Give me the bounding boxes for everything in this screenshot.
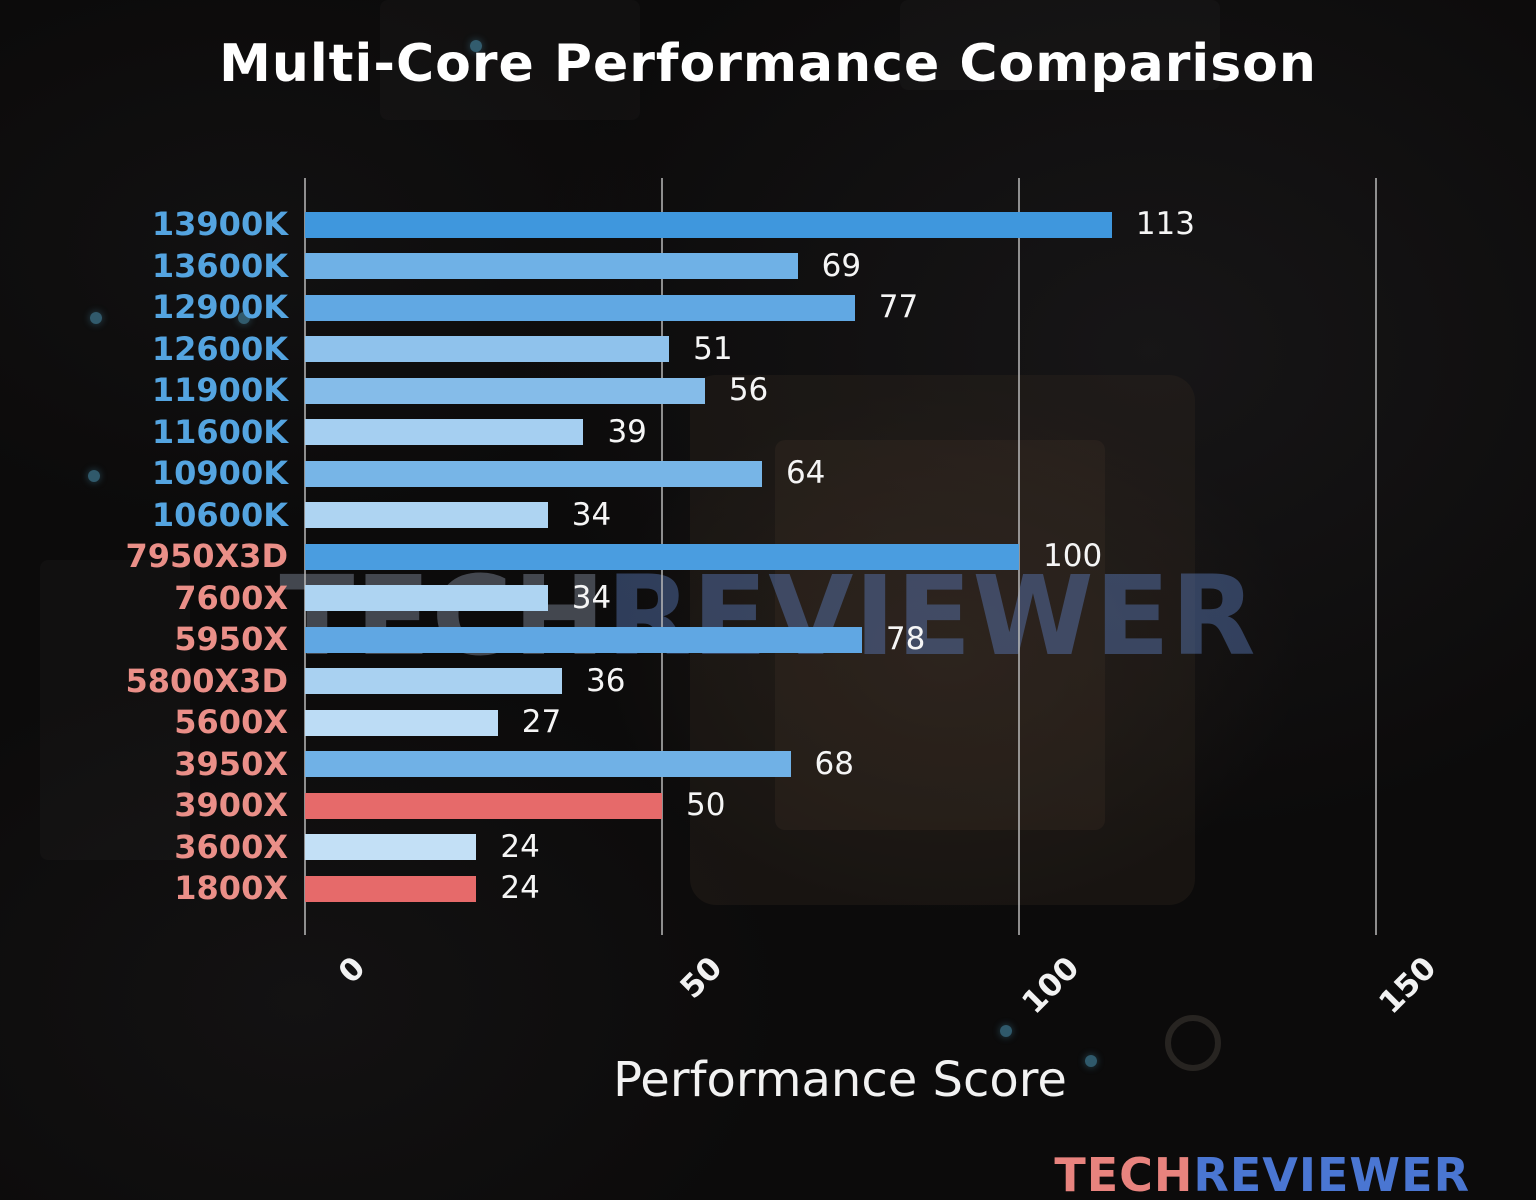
bar-row: 5950X 78	[0, 619, 1536, 661]
watermark-reviewer: REVIEWER	[606, 552, 1257, 680]
watermark: TECHREVIEWER	[279, 552, 1256, 680]
category-label: 11900K	[151, 371, 288, 409]
led-dot	[90, 312, 102, 324]
category-label: 3600X	[174, 827, 288, 866]
category-label: 12600K	[151, 329, 288, 368]
value-label: 27	[521, 704, 562, 740]
category-label: 11600K	[151, 412, 288, 451]
category-label: 13600K	[151, 246, 288, 285]
value-label: 113	[1135, 206, 1195, 242]
bar	[305, 668, 563, 694]
screw-shape	[1165, 1015, 1221, 1071]
bar-row: 3950X 68	[0, 744, 1536, 786]
value-label: 100	[1043, 538, 1103, 574]
bar	[305, 419, 584, 445]
bar-row: 12600K 51	[0, 329, 1536, 371]
brand-logo-tech: TECH	[1054, 1148, 1194, 1200]
x-axis-label: Performance Score	[613, 1052, 1067, 1108]
led-dot	[1085, 1055, 1097, 1067]
bar	[305, 875, 477, 902]
bar-row: 12900K 77	[0, 287, 1536, 329]
bar-row: 13900K 113	[0, 204, 1536, 246]
bar-row: 11600K 39	[0, 412, 1536, 454]
bar	[305, 377, 705, 404]
bar-row: 11900K 56	[0, 370, 1536, 412]
brand-logo-reviewer: REVIEWER	[1193, 1148, 1470, 1200]
led-dot	[1000, 1025, 1012, 1037]
bar	[305, 502, 548, 528]
bar	[305, 253, 798, 279]
bar	[305, 792, 662, 819]
category-label: 10900K	[151, 454, 288, 492]
gridline	[1018, 178, 1020, 935]
category-label: 5950X	[174, 620, 288, 658]
bar-row: 10900K 64	[0, 453, 1536, 495]
value-label: 69	[821, 247, 862, 284]
category-label: 13900K	[151, 205, 288, 243]
led-dot	[238, 312, 250, 324]
bar-row: 1800X 24	[0, 868, 1536, 910]
category-label: 12900K	[151, 288, 288, 326]
chart-title: Multi-Core Performance Comparison	[219, 34, 1317, 94]
led-dot	[88, 470, 100, 482]
value-label: 24	[500, 870, 540, 906]
category-label: 7600X	[174, 578, 288, 617]
bar-row: 5600X 27	[0, 702, 1536, 744]
bar	[305, 543, 1019, 570]
value-label: 34	[571, 496, 612, 533]
category-label: 10600K	[151, 495, 288, 534]
category-label: 7950X3D	[125, 537, 288, 575]
category-label: 3950X	[174, 744, 288, 783]
bar-row: 3900X 50	[0, 785, 1536, 827]
bar	[305, 211, 1112, 238]
value-label: 24	[500, 828, 540, 865]
bar	[305, 336, 670, 362]
gridline	[1375, 178, 1377, 935]
value-label: 36	[586, 662, 626, 699]
category-label: 5800X3D	[125, 661, 288, 700]
value-label: 64	[785, 455, 826, 491]
bar	[305, 585, 548, 611]
brand-logo: TECHREVIEWER	[1054, 1148, 1470, 1200]
category-label: 5600X	[174, 703, 288, 741]
bar-row: 13600K 69	[0, 246, 1536, 288]
led-dot	[470, 40, 482, 52]
plot-area: 13900K 113 13600K 69 12900K 77 12600K 51 11900K 5…	[0, 204, 1536, 910]
category-label: 1800X	[174, 869, 288, 907]
bar-row: 7600X 34	[0, 578, 1536, 620]
value-label: 78	[885, 621, 926, 657]
bar	[305, 709, 498, 736]
value-label: 51	[693, 330, 733, 367]
bar-row: 7950X3D 100	[0, 536, 1536, 578]
category-label: 3900X	[174, 786, 288, 824]
bar-row: 10600K 34	[0, 495, 1536, 537]
watermark-tech: TECH	[279, 552, 607, 680]
bar	[305, 751, 791, 777]
bar	[305, 626, 862, 653]
value-label: 77	[878, 289, 919, 325]
bar-row: 3600X 24	[0, 827, 1536, 869]
bar	[305, 834, 477, 860]
bar-row: 5800X3D 36	[0, 661, 1536, 703]
value-label: 39	[607, 413, 647, 450]
value-label: 56	[728, 372, 769, 408]
value-label: 68	[814, 745, 854, 782]
bar	[305, 294, 855, 321]
value-label: 34	[571, 579, 612, 616]
bar	[305, 460, 762, 487]
value-label: 50	[686, 787, 726, 823]
